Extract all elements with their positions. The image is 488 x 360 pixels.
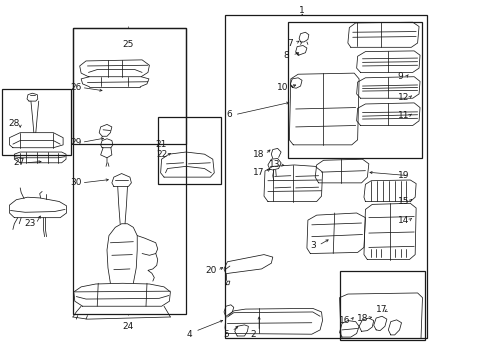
Text: 25: 25 bbox=[122, 40, 134, 49]
Text: 19: 19 bbox=[397, 171, 408, 180]
Text: 7: 7 bbox=[287, 39, 293, 48]
Text: 22: 22 bbox=[156, 150, 167, 159]
Bar bbox=[288, 22, 422, 158]
Text: 15: 15 bbox=[397, 197, 408, 206]
Text: 8: 8 bbox=[283, 51, 289, 60]
Bar bbox=[224, 15, 427, 338]
Text: 27: 27 bbox=[14, 158, 25, 167]
Text: 18: 18 bbox=[253, 150, 264, 159]
Text: 29: 29 bbox=[70, 138, 81, 147]
Text: 17: 17 bbox=[375, 305, 387, 314]
Text: 18: 18 bbox=[356, 314, 367, 323]
Text: 4: 4 bbox=[186, 330, 192, 339]
Text: 13: 13 bbox=[268, 161, 280, 170]
Text: 26: 26 bbox=[70, 83, 81, 92]
Text: 30: 30 bbox=[70, 178, 81, 187]
Bar bbox=[158, 117, 221, 184]
Text: 14: 14 bbox=[397, 216, 408, 225]
Text: 11: 11 bbox=[397, 111, 408, 120]
Text: 17: 17 bbox=[253, 168, 264, 177]
Text: 10: 10 bbox=[276, 83, 288, 92]
Text: 20: 20 bbox=[205, 266, 217, 275]
Text: 23: 23 bbox=[24, 219, 36, 228]
Text: 24: 24 bbox=[122, 322, 134, 331]
Text: 6: 6 bbox=[225, 110, 231, 119]
Text: 28: 28 bbox=[9, 119, 20, 128]
Bar bbox=[73, 28, 185, 315]
Bar bbox=[339, 271, 424, 339]
Bar bbox=[1, 89, 71, 155]
Text: 21: 21 bbox=[155, 140, 166, 149]
Text: 16: 16 bbox=[339, 316, 350, 325]
Text: 3: 3 bbox=[309, 241, 315, 250]
Text: 12: 12 bbox=[397, 93, 408, 102]
Text: 1: 1 bbox=[299, 6, 305, 15]
Text: 5: 5 bbox=[223, 330, 228, 339]
Text: 9: 9 bbox=[397, 72, 403, 81]
Bar bbox=[73, 28, 185, 144]
Text: 2: 2 bbox=[250, 330, 256, 339]
